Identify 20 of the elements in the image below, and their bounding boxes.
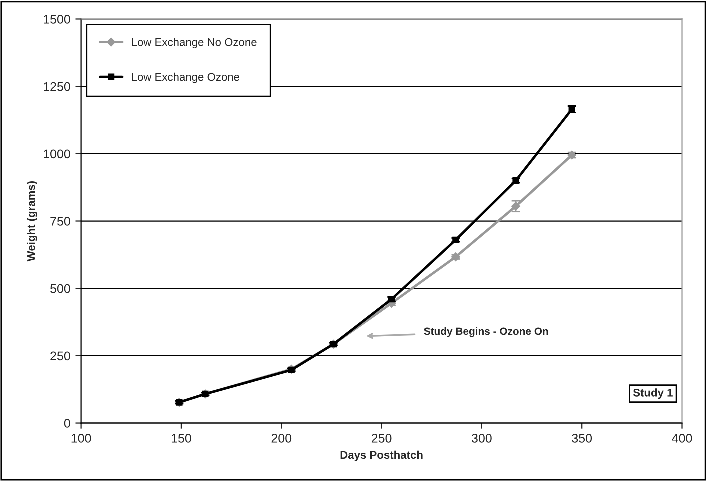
- legend-label: Low Exchange No Ozone: [132, 38, 257, 48]
- y-tick-label: 0: [64, 419, 70, 428]
- y-tick-label: 250: [50, 352, 70, 361]
- y-tick-label: 1000: [44, 150, 70, 159]
- x-tick-label: 400: [672, 434, 692, 443]
- x-tick-label: 150: [172, 434, 192, 443]
- x-tick-label: 250: [372, 434, 392, 443]
- y-tick-label: 1500: [44, 15, 70, 24]
- x-axis-title: Days Posthatch: [340, 450, 423, 462]
- annotation: Study 1: [633, 388, 673, 400]
- x-tick-label: 350: [572, 434, 592, 443]
- x-tick-label: 200: [272, 434, 292, 443]
- y-tick-label: 1250: [44, 82, 70, 92]
- x-tick-label: 300: [472, 434, 492, 443]
- x-tick-label: 100: [72, 434, 92, 443]
- legend-label: Low Exchange Ozone: [132, 72, 240, 84]
- y-tick-label: 750: [50, 217, 70, 226]
- y-tick-label: 500: [50, 284, 70, 294]
- annotation: Study Begins - Ozone On: [424, 327, 548, 338]
- y-axis-title: Weight (grams): [27, 181, 38, 262]
